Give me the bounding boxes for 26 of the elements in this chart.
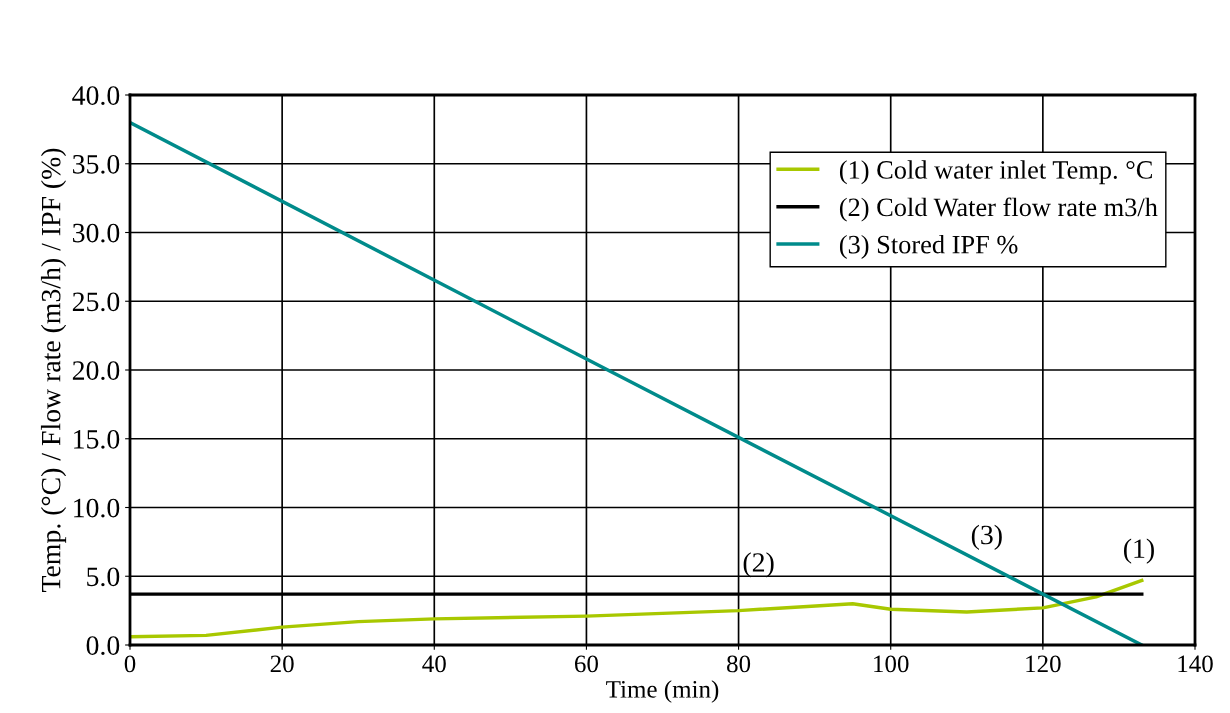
x-tick-label: 20 [270,655,294,673]
x-tick-label: 120 [1026,655,1061,673]
legend-label: (1) Cold water inlet Temp. °C [839,160,1152,185]
line-series [130,578,1144,639]
x-tick-label: 0 [124,655,136,673]
annotation: (1) [1124,538,1154,564]
x-tick-label: 60 [575,655,598,673]
y-tick-label: 40.0 [72,86,120,106]
y-axis-title: Temp. (°C) / Flow rate (m3/h) / IPF (%) [40,148,67,593]
y-tick-label: 15.0 [74,429,120,449]
annotation: (2) [743,552,774,578]
y-tick-label: 5.0 [87,567,120,587]
legend-label: (3) Stored IPF % [839,234,1018,259]
y-tick-label: 10.0 [74,498,120,518]
x-axis-title: Time (min) [606,680,719,703]
x-tick-label: 80 [727,655,751,673]
y-tick-label: 30.0 [72,223,120,243]
x-tick-label: 100 [874,655,909,673]
y-tick-label: 25.0 [72,292,120,312]
x-tick-label: 40 [422,655,446,673]
y-tick-label: 35.0 [72,154,120,174]
legend-label: (2) Cold Water flow rate m3/h [839,197,1158,222]
y-tick-label: 20.0 [72,361,120,381]
annotation: (3) [971,524,1002,550]
y-tick-label: 0.0 [86,636,120,656]
x-tick-label: 140 [1178,655,1213,673]
